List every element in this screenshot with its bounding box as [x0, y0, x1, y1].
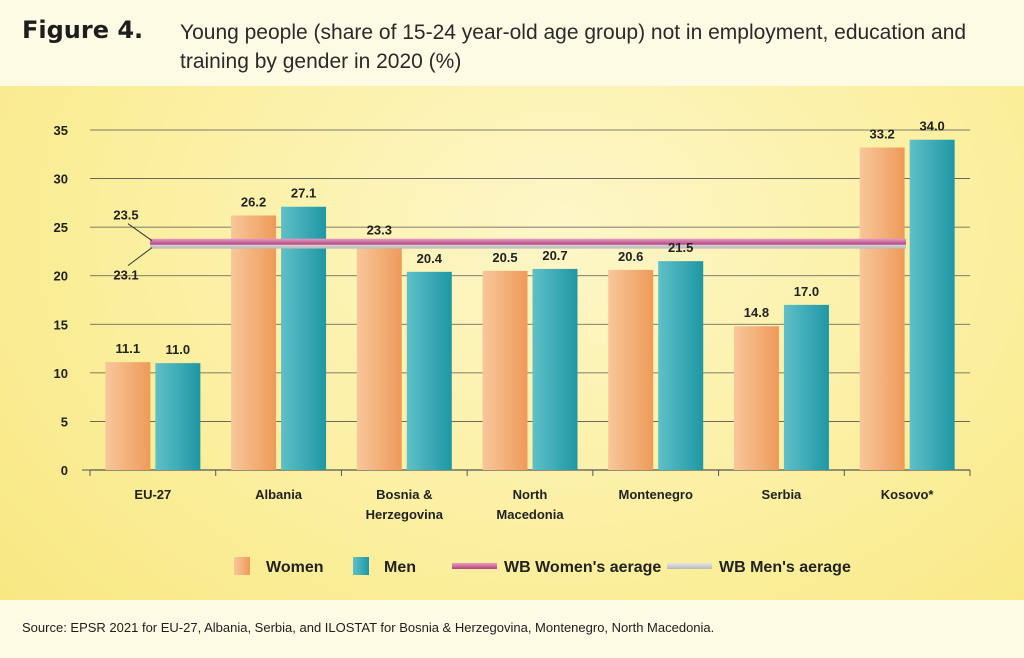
- data-label-women: 33.2: [869, 126, 894, 141]
- y-tick-label: 0: [61, 463, 68, 478]
- wb-women-callout-leader: [127, 223, 153, 242]
- category-label: EU-27: [134, 487, 171, 502]
- legend-label-wb-women-average: WB Women's aerage: [504, 559, 661, 576]
- bar-women: [482, 270, 528, 470]
- legend-label-men: Men: [384, 559, 416, 576]
- bar-women: [231, 215, 277, 470]
- data-label-women: 20.5: [492, 250, 517, 265]
- data-label-women: 14.8: [744, 305, 769, 320]
- source-band: [0, 600, 1024, 658]
- bar-men: [532, 268, 578, 470]
- category-label: Albania: [255, 487, 303, 502]
- category-label: Bosnia &: [376, 487, 432, 502]
- data-label-women: 26.2: [241, 194, 266, 209]
- bar-men: [909, 139, 955, 470]
- wb-men-callout-leader: [127, 247, 153, 267]
- figure-label: Figure 4.: [22, 16, 144, 44]
- category-label: Macedonia: [496, 507, 564, 522]
- bar-men: [281, 206, 327, 470]
- y-tick-label: 35: [54, 123, 68, 138]
- data-label-men: 17.0: [794, 284, 819, 299]
- y-tick-label: 10: [54, 366, 68, 381]
- y-tick-label: 5: [61, 414, 68, 429]
- data-label-men: 11.0: [166, 342, 191, 357]
- data-label-men: 34.0: [919, 119, 944, 134]
- figure-title: Young people (share of 15-24 year-old ag…: [180, 21, 967, 73]
- legend-swatch-wb-women-average: [452, 563, 497, 569]
- bar-women: [859, 147, 905, 470]
- data-label-women: 20.6: [618, 249, 643, 264]
- bar-women: [733, 326, 779, 470]
- data-label-women: 23.3: [367, 223, 392, 238]
- figure-header: [0, 0, 1024, 86]
- category-label: Herzegovina: [366, 507, 444, 522]
- legend-swatch-men: [353, 557, 369, 575]
- legend-label-women: Women: [266, 559, 323, 576]
- data-label-men: 20.7: [542, 248, 567, 263]
- data-label-men: 21.5: [668, 240, 693, 255]
- legend-swatch-women: [234, 557, 250, 575]
- bar-women: [356, 243, 402, 470]
- category-label: North: [513, 487, 548, 502]
- y-tick-label: 30: [54, 172, 68, 187]
- legend-label-wb-men-average: WB Men's aerage: [719, 559, 851, 576]
- legend-swatch-wb-men-average: [667, 563, 712, 569]
- y-tick-label: 15: [54, 317, 68, 332]
- source-note: Source: EPSR 2021 for EU-27, Albania, Se…: [22, 620, 715, 635]
- data-label-women: 11.1: [116, 341, 141, 356]
- wb-men-average-label: 23.1: [113, 268, 138, 283]
- bar-men: [406, 271, 452, 470]
- category-label: Kosovo*: [881, 487, 935, 502]
- data-label-men: 27.1: [291, 186, 316, 201]
- category-label: Montenegro: [619, 487, 693, 502]
- wb-men-average-line: [150, 242, 906, 249]
- chart: 0 5 10 15 20 25 30 35 EU-27 Albania Bosnia & Herzeg…: [54, 119, 971, 576]
- data-label-men: 20.4: [417, 251, 443, 266]
- y-tick-label: 20: [54, 269, 68, 284]
- y-tick-label: 25: [54, 220, 68, 235]
- bar-men: [783, 304, 829, 470]
- bar-men: [155, 363, 201, 470]
- category-label: Serbia: [762, 487, 803, 502]
- wb-women-average-label: 23.5: [113, 208, 138, 223]
- bar-women: [608, 269, 654, 470]
- bar-men: [658, 261, 704, 470]
- bar-women: [105, 362, 151, 470]
- wb-women-average-line: [150, 238, 906, 245]
